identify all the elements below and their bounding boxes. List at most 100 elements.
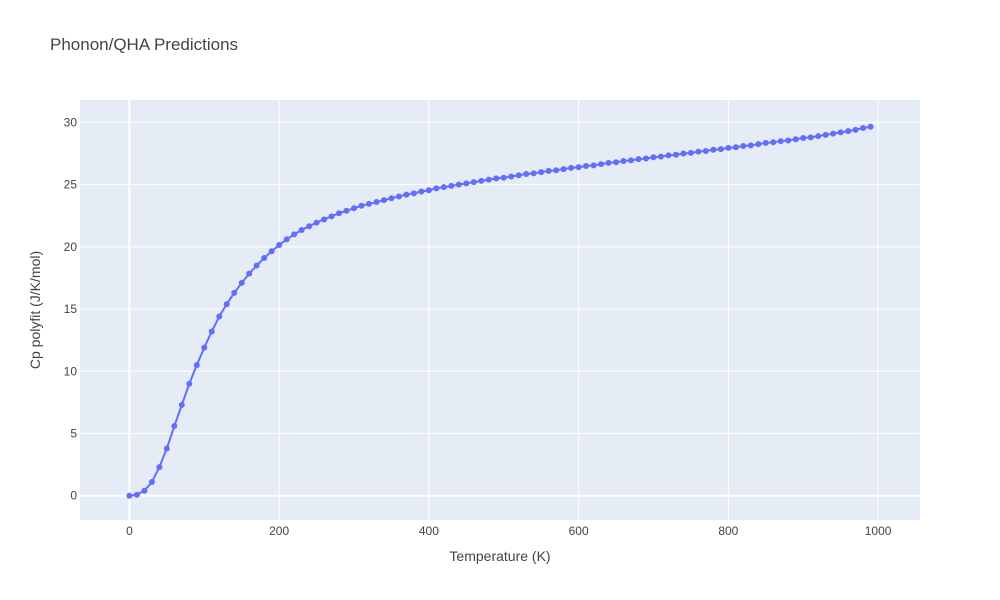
data-point[interactable]	[815, 133, 822, 140]
data-point[interactable]	[628, 157, 635, 164]
data-point[interactable]	[852, 126, 859, 133]
data-point[interactable]	[448, 182, 455, 189]
data-point[interactable]	[380, 197, 387, 204]
data-point[interactable]	[762, 139, 769, 146]
data-point[interactable]	[702, 148, 709, 155]
data-point[interactable]	[500, 174, 507, 181]
data-point[interactable]	[777, 138, 784, 145]
data-point[interactable]	[717, 146, 724, 153]
data-point[interactable]	[635, 156, 642, 163]
data-point[interactable]	[321, 216, 328, 223]
data-point[interactable]	[575, 164, 582, 171]
data-point[interactable]	[672, 151, 679, 158]
data-point[interactable]	[800, 134, 807, 141]
data-point[interactable]	[208, 328, 215, 335]
data-point[interactable]	[515, 172, 522, 179]
data-point[interactable]	[388, 195, 395, 202]
data-point[interactable]	[403, 191, 410, 198]
data-point[interactable]	[178, 401, 185, 408]
data-point[interactable]	[163, 445, 170, 452]
data-point[interactable]	[133, 491, 140, 498]
data-point[interactable]	[613, 159, 620, 166]
data-point[interactable]	[568, 164, 575, 171]
data-point[interactable]	[440, 184, 447, 191]
data-point[interactable]	[186, 380, 193, 387]
data-point[interactable]	[650, 154, 657, 161]
data-point[interactable]	[246, 270, 253, 277]
data-point[interactable]	[642, 155, 649, 162]
data-point[interactable]	[328, 213, 335, 220]
data-point[interactable]	[725, 144, 732, 151]
data-point[interactable]	[830, 130, 837, 137]
data-point[interactable]	[223, 301, 230, 308]
data-point[interactable]	[470, 179, 477, 186]
data-point[interactable]	[807, 134, 814, 141]
data-point[interactable]	[425, 187, 432, 194]
data-point[interactable]	[665, 152, 672, 159]
data-point[interactable]	[590, 162, 597, 169]
data-point[interactable]	[395, 193, 402, 200]
data-point[interactable]	[755, 141, 762, 148]
data-point[interactable]	[508, 173, 515, 180]
data-point[interactable]	[695, 148, 702, 155]
data-point[interactable]	[493, 175, 500, 182]
data-point[interactable]	[822, 131, 829, 138]
data-point[interactable]	[148, 479, 155, 486]
data-point[interactable]	[785, 137, 792, 144]
data-point[interactable]	[455, 181, 462, 188]
data-point[interactable]	[463, 180, 470, 187]
data-point[interactable]	[523, 171, 530, 178]
data-point[interactable]	[336, 210, 343, 217]
data-point[interactable]	[418, 188, 425, 195]
data-point[interactable]	[193, 362, 200, 369]
data-point[interactable]	[238, 279, 245, 286]
data-point[interactable]	[478, 177, 485, 184]
data-point[interactable]	[283, 236, 290, 243]
data-point[interactable]	[770, 139, 777, 146]
data-point[interactable]	[298, 227, 305, 234]
data-point[interactable]	[231, 289, 238, 296]
data-point[interactable]	[860, 125, 867, 131]
data-point[interactable]	[620, 157, 627, 164]
data-point[interactable]	[216, 313, 223, 320]
data-point[interactable]	[268, 248, 275, 255]
data-point[interactable]	[485, 176, 492, 183]
data-point[interactable]	[560, 166, 567, 173]
data-point[interactable]	[845, 128, 852, 135]
data-point[interactable]	[261, 255, 268, 262]
data-point[interactable]	[291, 231, 298, 238]
data-point[interactable]	[657, 153, 664, 160]
data-point[interactable]	[553, 167, 560, 174]
data-point[interactable]	[867, 123, 874, 130]
data-point[interactable]	[545, 167, 552, 174]
data-point[interactable]	[680, 150, 687, 157]
data-point[interactable]	[710, 146, 717, 153]
data-point[interactable]	[792, 136, 799, 143]
data-point[interactable]	[373, 199, 380, 206]
data-point[interactable]	[433, 185, 440, 192]
data-point[interactable]	[538, 169, 545, 176]
data-point[interactable]	[141, 487, 148, 494]
data-point[interactable]	[156, 464, 163, 471]
data-point[interactable]	[605, 159, 612, 166]
data-point[interactable]	[747, 142, 754, 149]
data-point[interactable]	[365, 200, 372, 207]
data-point[interactable]	[740, 143, 747, 150]
data-point[interactable]	[358, 202, 365, 209]
data-point[interactable]	[351, 205, 358, 212]
data-point[interactable]	[276, 241, 283, 248]
data-point[interactable]	[732, 144, 739, 151]
data-point[interactable]	[253, 262, 260, 269]
data-point[interactable]	[171, 423, 178, 430]
data-point[interactable]	[530, 170, 537, 177]
data-point[interactable]	[583, 162, 590, 169]
data-point[interactable]	[306, 223, 313, 230]
data-point[interactable]	[410, 190, 417, 197]
data-point[interactable]	[313, 219, 320, 226]
data-point[interactable]	[598, 161, 605, 168]
data-point[interactable]	[343, 207, 350, 214]
data-point[interactable]	[126, 492, 133, 499]
data-point[interactable]	[837, 129, 844, 136]
data-point[interactable]	[201, 344, 208, 351]
data-point[interactable]	[687, 149, 694, 156]
